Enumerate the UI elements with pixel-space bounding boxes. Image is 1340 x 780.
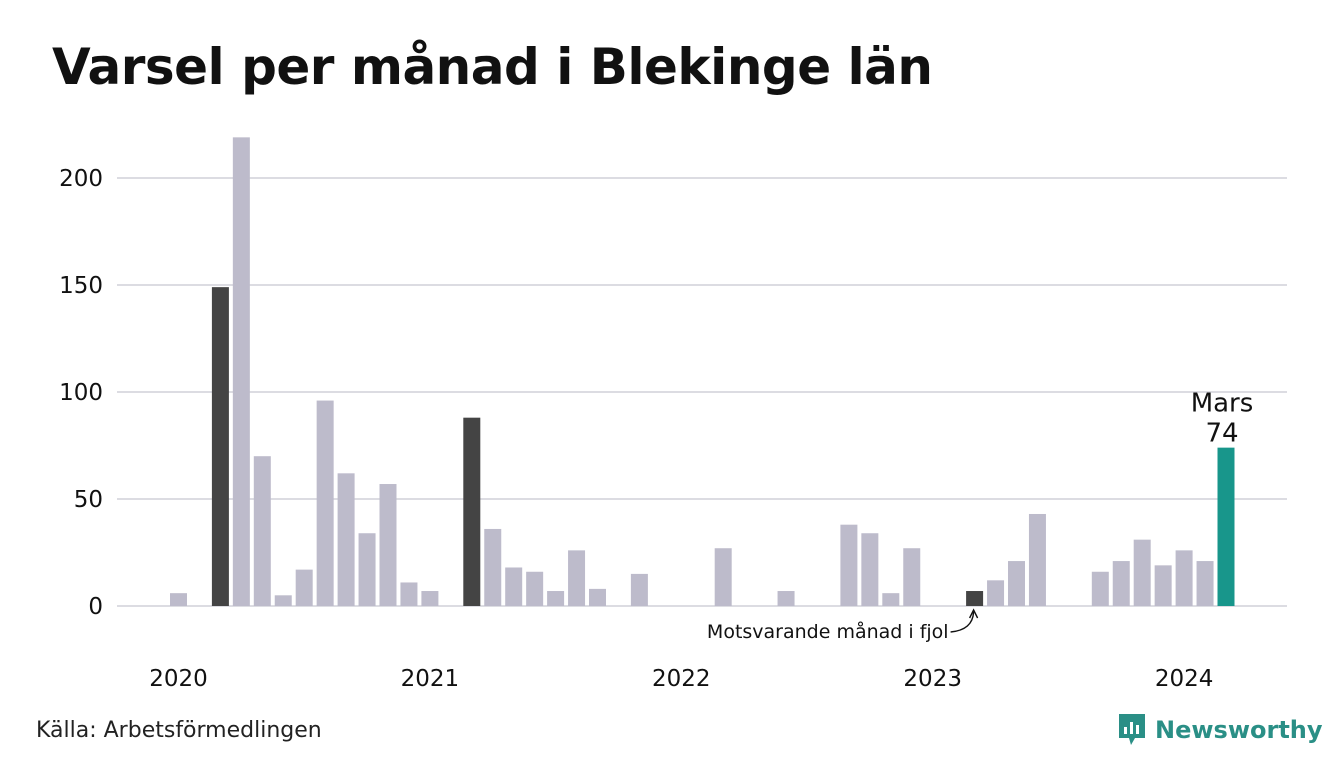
bar <box>1154 565 1172 606</box>
y-tick-label: 0 <box>88 594 103 620</box>
bar <box>966 591 984 606</box>
bar <box>232 137 250 606</box>
y-tick-label: 100 <box>59 380 103 406</box>
bar <box>170 593 187 606</box>
bar <box>379 484 397 606</box>
x-tick-label: 2021 <box>401 666 460 692</box>
x-tick-label: 2024 <box>1155 666 1214 692</box>
bar <box>568 550 586 606</box>
y-tick-label: 200 <box>59 166 103 192</box>
bar <box>777 591 795 606</box>
y-tick-label: 150 <box>59 273 103 299</box>
y-tick-label: 50 <box>74 487 103 513</box>
annotation-arrow <box>950 611 975 633</box>
bar <box>1175 550 1193 606</box>
bar <box>630 573 648 606</box>
bar <box>526 571 544 606</box>
bar <box>1217 447 1235 606</box>
bar <box>987 580 1005 606</box>
bar <box>861 533 879 606</box>
bar <box>903 548 921 606</box>
brand-logo: Newsworthy <box>1117 712 1323 748</box>
bar <box>547 591 565 606</box>
bar <box>1133 539 1151 606</box>
bar <box>1112 561 1130 606</box>
bar <box>295 569 313 606</box>
annotation-value: 74 <box>1205 419 1238 449</box>
annotation-label: Mars <box>1191 389 1254 419</box>
bar <box>1028 513 1046 606</box>
bar <box>211 287 229 606</box>
x-tick-label: 2023 <box>903 666 962 692</box>
annotation-arrowhead <box>968 608 979 619</box>
chart-title: Varsel per månad i Blekinge län <box>52 38 933 96</box>
bar <box>589 588 606 606</box>
bar <box>337 473 355 606</box>
bar <box>358 533 376 606</box>
bar <box>484 528 502 606</box>
brand-name: Newsworthy <box>1155 716 1323 744</box>
bar <box>1196 561 1214 606</box>
annotation-label: Motsvarande månad i fjol <box>707 620 949 643</box>
bar <box>1008 561 1025 606</box>
newsworthy-logo-icon <box>1119 714 1145 745</box>
bar <box>882 593 900 606</box>
bar <box>463 417 481 606</box>
bar <box>840 524 858 606</box>
bar <box>505 567 523 606</box>
bar <box>714 548 732 606</box>
bar <box>421 591 439 606</box>
bar <box>274 595 292 606</box>
bar <box>400 582 418 606</box>
source-label: Källa: Arbetsförmedlingen <box>36 718 322 743</box>
bar <box>253 456 271 606</box>
bar <box>1091 571 1109 606</box>
x-tick-label: 2022 <box>652 666 711 692</box>
x-tick-label: 2020 <box>149 666 208 692</box>
bar <box>316 400 334 606</box>
